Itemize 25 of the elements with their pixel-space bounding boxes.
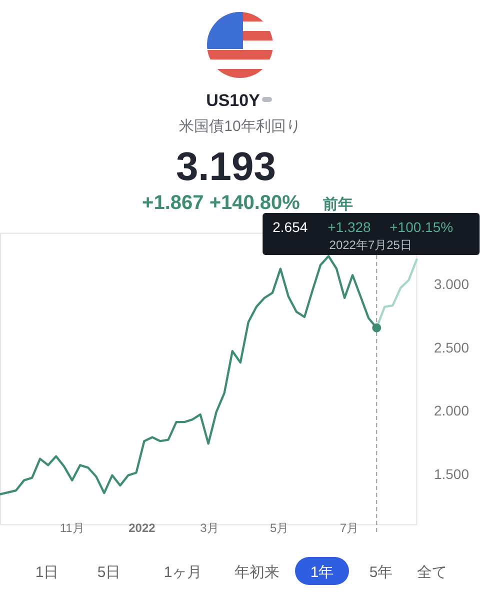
text: 1年 — [310, 564, 334, 581]
y-tick-label: 2.500 — [434, 339, 470, 356]
x-tick-label: 7月 — [340, 521, 358, 535]
x-tick-label: 3月 — [200, 521, 219, 535]
y-tick-label: 2.000 — [434, 402, 470, 419]
text: 全て — [417, 564, 447, 581]
y-tick-label: 1.500 — [434, 466, 470, 482]
text: 前年 — [322, 196, 353, 213]
annotation: 2.654 — [272, 219, 308, 235]
chart-subtitle: 米国債10年利回り — [179, 118, 301, 135]
annotation: 2022年7月25日 — [329, 238, 412, 252]
x-tick-label: 5月 — [270, 521, 289, 535]
annotation: +100.15% — [390, 219, 454, 235]
annotation: +1.328 — [328, 219, 372, 235]
text: 3.193 — [176, 145, 276, 189]
y-tick-label: 3.000 — [434, 276, 470, 292]
chart-title: US10Y — [206, 91, 261, 110]
text: 1日 — [35, 564, 59, 581]
x-tick-label: 2022 — [128, 521, 156, 535]
text: 5年 — [369, 564, 393, 581]
text: 5日 — [97, 564, 121, 581]
text: 年初来 — [234, 564, 280, 581]
text: +1.867 +140.80% — [142, 192, 300, 214]
x-tick-label: 11月 — [60, 521, 84, 535]
text: 1ヶ月 — [164, 564, 202, 581]
